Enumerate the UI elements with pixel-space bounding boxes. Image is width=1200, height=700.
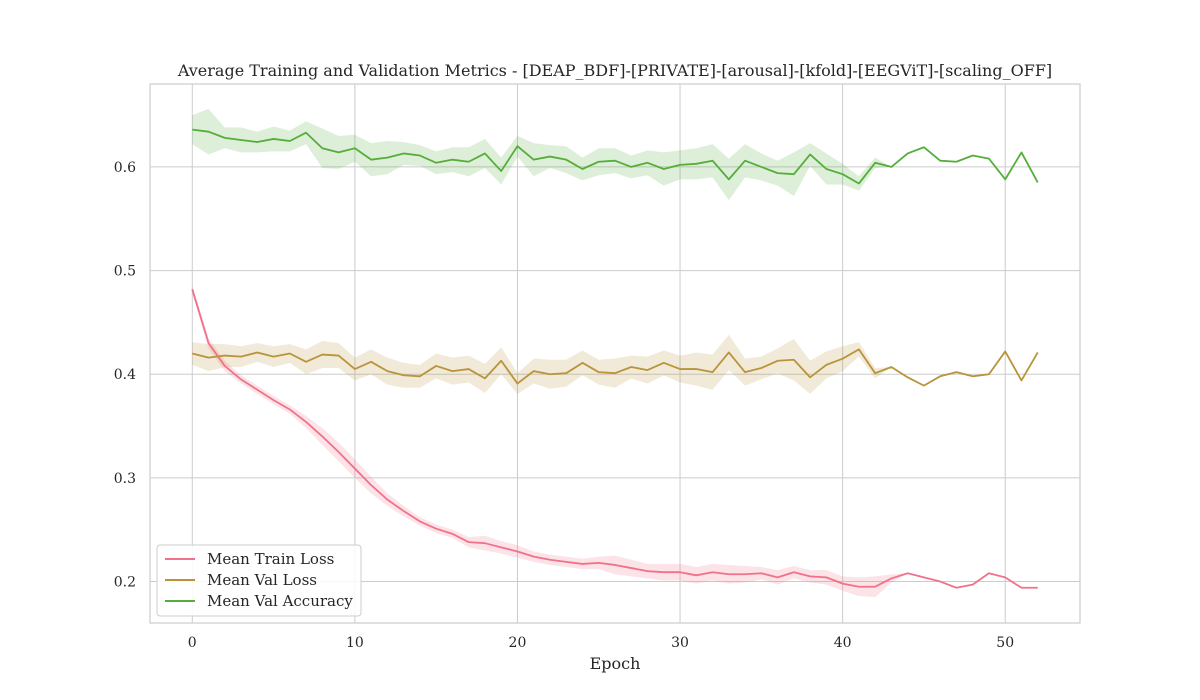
x-tick-label: 40: [834, 635, 852, 651]
series-band-2: [192, 108, 1038, 201]
series-line-2: [192, 128, 1039, 185]
x-tick-label: 30: [671, 635, 689, 651]
series-lines: [191, 128, 1039, 589]
legend-label: Mean Train Loss: [207, 550, 334, 568]
y-tick-label: 0.2: [114, 575, 136, 591]
y-tick-label: 0.5: [114, 264, 136, 280]
y-tick-label: 0.6: [114, 160, 136, 176]
series-line-0: [191, 288, 1038, 589]
series-band-1: [192, 334, 1038, 394]
legend-box: [156, 544, 362, 617]
x-tick-label: 50: [996, 635, 1014, 651]
legend: Mean Train Loss Mean Val Loss Mean Val Acc…: [156, 544, 362, 617]
chart-title: Average Training and Validation Metrics …: [177, 61, 1052, 80]
legend-label: Mean Val Loss: [207, 571, 317, 589]
series-line-1: [192, 348, 1039, 387]
x-axis-label: Epoch: [590, 654, 641, 673]
tick-labels: 0 10 20 30 40 50 0.2 0.3 0.4 0.5 0.6: [114, 160, 1014, 651]
y-tick-label: 0.3: [114, 471, 136, 487]
x-tick-label: 20: [509, 635, 527, 651]
plot-frame: [149, 83, 1081, 624]
legend-label: Mean Val Accuracy: [207, 592, 353, 610]
y-tick-label: 0.4: [114, 367, 136, 383]
x-tick-label: 10: [346, 635, 364, 651]
confidence-bands: [192, 108, 1038, 598]
x-tick-label: 0: [188, 635, 197, 651]
